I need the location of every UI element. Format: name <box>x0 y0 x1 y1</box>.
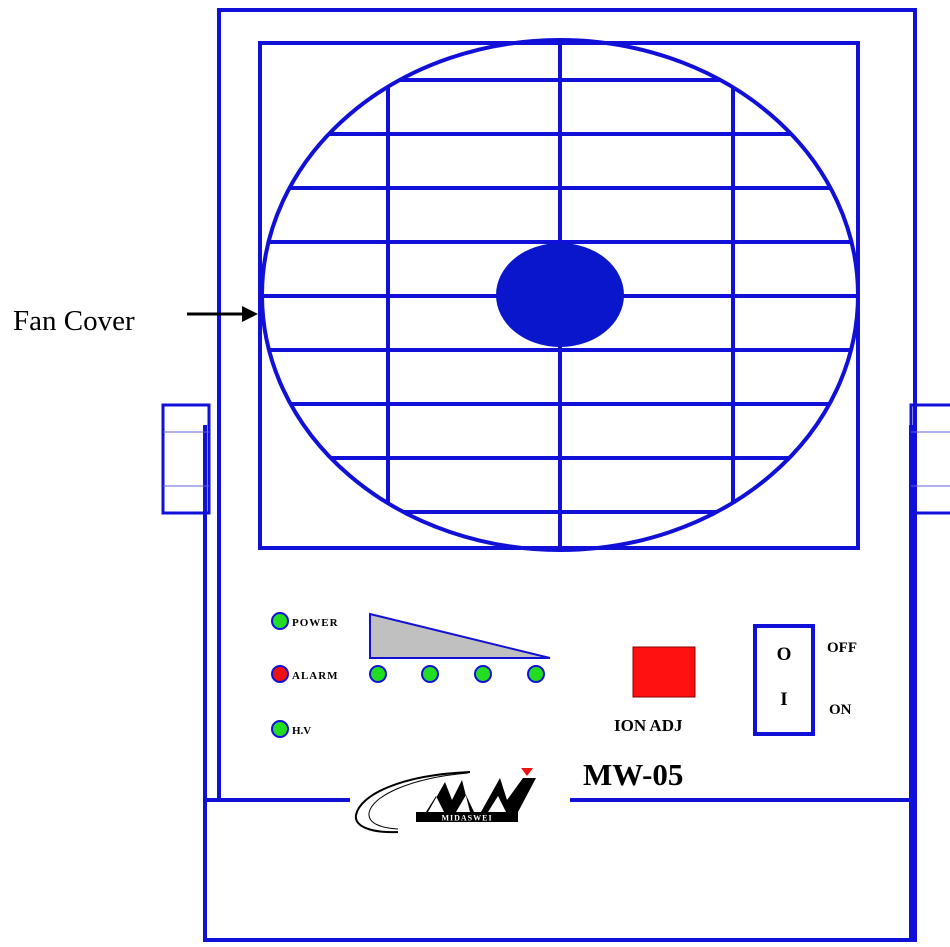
switch-off-symbol: O <box>777 644 792 665</box>
off-label: OFF <box>827 640 857 656</box>
alarm-led <box>271 665 289 683</box>
ion-adj-knob <box>632 646 696 698</box>
arrow-right-icon <box>187 306 258 322</box>
logo-text: MIDASWEI <box>441 814 492 823</box>
fan-cover-label: Fan Cover <box>13 305 135 337</box>
power-label: POWER <box>292 617 339 629</box>
right-side-knob <box>909 403 950 515</box>
level-leds <box>369 665 545 683</box>
power-led <box>271 612 289 630</box>
switch-on-symbol: I <box>780 689 787 710</box>
fan-hub <box>496 243 624 347</box>
ion-adj-label: ION ADJ <box>614 716 683 735</box>
fan-grille-icon <box>258 38 860 552</box>
midaswei-logo-icon: MIDASWEI <box>350 768 570 840</box>
hv-led <box>271 720 289 738</box>
level-ramp <box>369 612 551 659</box>
toggle-switch-icon <box>753 624 815 736</box>
on-label: ON <box>829 702 852 718</box>
left-side-knob <box>161 403 211 515</box>
led-icon <box>271 612 289 738</box>
fan-cover <box>260 38 860 552</box>
alarm-label: ALARM <box>292 670 339 682</box>
hv-label: H.V <box>292 725 311 737</box>
model-label: MW-05 <box>583 757 683 792</box>
